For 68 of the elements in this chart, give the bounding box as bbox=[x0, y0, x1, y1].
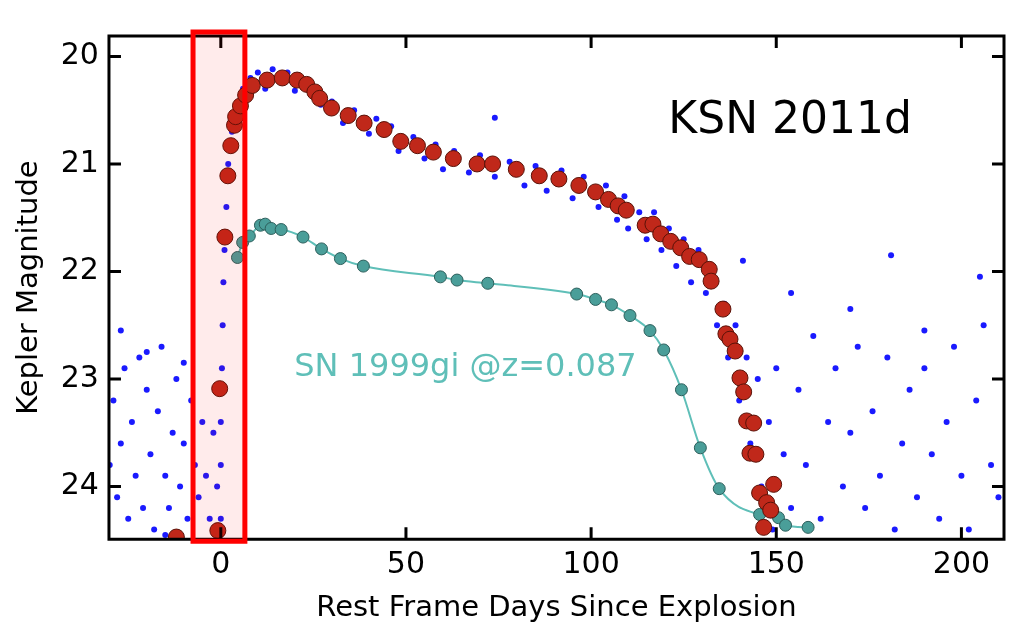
x-tick-label: 50 bbox=[386, 545, 426, 580]
y-tick-label: 24 bbox=[60, 466, 99, 502]
point bbox=[356, 259, 370, 273]
x-tick-label: 200 bbox=[932, 545, 991, 580]
point bbox=[468, 155, 486, 173]
point bbox=[623, 309, 637, 323]
point bbox=[589, 292, 603, 306]
point bbox=[745, 414, 763, 432]
point bbox=[311, 89, 329, 107]
point bbox=[726, 342, 744, 360]
point bbox=[219, 167, 237, 185]
annotation: KSN 2011d bbox=[668, 91, 912, 143]
point bbox=[444, 150, 462, 168]
point bbox=[693, 441, 707, 455]
point bbox=[273, 69, 291, 87]
point bbox=[484, 155, 502, 173]
point bbox=[222, 137, 240, 155]
point bbox=[570, 176, 588, 194]
point bbox=[735, 383, 753, 401]
point bbox=[779, 518, 793, 532]
point bbox=[333, 252, 347, 266]
point bbox=[450, 273, 464, 287]
series-label: SN 1999gi @z=0.087 bbox=[294, 346, 637, 385]
point bbox=[258, 71, 276, 89]
point bbox=[315, 242, 329, 256]
point bbox=[731, 369, 749, 387]
point bbox=[570, 287, 584, 301]
point bbox=[296, 230, 310, 244]
point bbox=[617, 201, 635, 219]
point bbox=[604, 298, 618, 312]
point bbox=[507, 160, 525, 178]
point bbox=[274, 223, 288, 237]
point bbox=[755, 518, 773, 536]
x-axis-title: Rest Frame Days Since Explosion bbox=[316, 589, 797, 624]
x-tick-label: 0 bbox=[211, 545, 231, 580]
point bbox=[657, 343, 671, 357]
point bbox=[530, 167, 548, 185]
point bbox=[424, 143, 442, 161]
point bbox=[392, 132, 410, 150]
point bbox=[674, 383, 688, 397]
x-tick-label: 100 bbox=[562, 545, 620, 580]
point bbox=[762, 501, 780, 519]
point bbox=[587, 183, 605, 201]
point bbox=[408, 137, 426, 155]
point bbox=[339, 107, 357, 125]
x-tick-label: 150 bbox=[747, 545, 805, 580]
point bbox=[550, 170, 568, 188]
point bbox=[643, 324, 657, 338]
y-tick-label: 21 bbox=[60, 143, 99, 179]
point bbox=[702, 272, 720, 290]
point bbox=[216, 228, 234, 246]
point bbox=[690, 251, 708, 269]
point bbox=[765, 475, 783, 493]
point bbox=[712, 482, 726, 496]
point bbox=[323, 99, 341, 117]
point bbox=[801, 520, 815, 534]
y-axis-title: Kepler Magnitude bbox=[9, 160, 44, 415]
point bbox=[747, 445, 765, 463]
y-tick-label: 20 bbox=[60, 36, 99, 72]
y-tick-label: 22 bbox=[60, 251, 99, 287]
point bbox=[211, 380, 229, 398]
point bbox=[230, 250, 244, 264]
point bbox=[355, 114, 373, 132]
point bbox=[375, 121, 393, 139]
point bbox=[433, 270, 447, 284]
point bbox=[714, 300, 732, 318]
y-tick-label: 23 bbox=[60, 358, 99, 394]
point bbox=[481, 276, 495, 290]
